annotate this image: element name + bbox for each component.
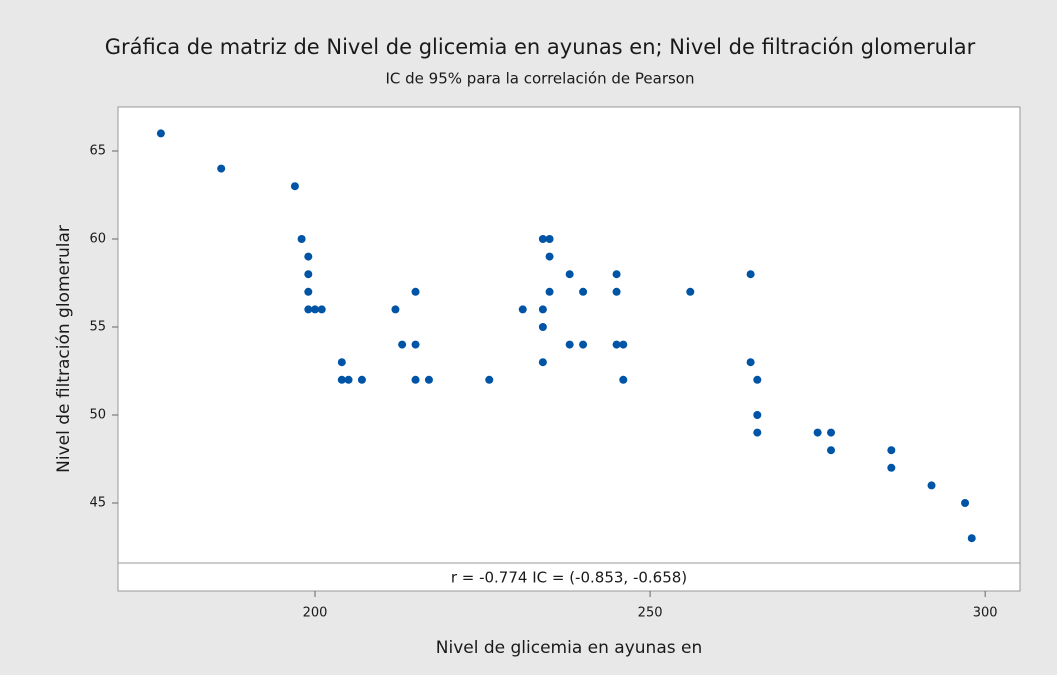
point <box>612 287 621 296</box>
point <box>304 287 313 296</box>
y-tick-label: 55 <box>89 320 106 335</box>
y-tick-label: 45 <box>89 496 106 511</box>
point <box>538 235 547 243</box>
point <box>411 287 420 296</box>
point <box>290 182 299 191</box>
point <box>545 252 554 261</box>
point <box>746 358 755 367</box>
point <box>887 463 896 472</box>
point <box>746 270 755 279</box>
point <box>357 375 366 384</box>
chart-title: Gráfica de matriz de Nivel de glicemia e… <box>105 35 976 59</box>
y-axis-label: Nivel de filtración glomerular <box>54 225 74 473</box>
point <box>753 375 762 384</box>
point <box>753 428 762 437</box>
point <box>612 270 621 279</box>
plot-area <box>117 106 1021 592</box>
point <box>619 375 628 384</box>
point <box>304 270 313 279</box>
point <box>579 287 588 296</box>
point <box>538 323 547 331</box>
point <box>337 358 346 367</box>
point <box>424 375 433 384</box>
point <box>827 446 836 455</box>
point <box>297 235 306 243</box>
point <box>411 340 420 349</box>
point <box>967 534 976 543</box>
y-tick-label: 65 <box>89 144 106 159</box>
point <box>337 375 346 384</box>
point <box>518 305 527 314</box>
point <box>753 411 762 419</box>
point <box>565 340 574 349</box>
point <box>927 481 936 490</box>
point <box>887 446 896 455</box>
point <box>217 164 226 173</box>
point <box>579 340 588 349</box>
x-tick-label: 200 <box>303 606 328 621</box>
point <box>156 129 165 138</box>
point <box>827 428 836 437</box>
annotation: r = -0.774 IC = (-0.853, -0.658) <box>451 569 687 587</box>
point <box>311 305 320 314</box>
y-tick-label: 50 <box>89 408 106 423</box>
point <box>813 428 822 437</box>
point <box>545 235 554 243</box>
point <box>304 252 313 261</box>
point <box>485 375 494 384</box>
point <box>398 340 407 349</box>
y-tick-label: 60 <box>89 232 106 247</box>
point <box>686 287 695 296</box>
point <box>545 287 554 296</box>
point <box>538 305 547 314</box>
chart-subtitle: IC de 95% para la correlación de Pearson <box>386 70 695 88</box>
point <box>538 358 547 367</box>
point <box>304 305 313 314</box>
x-tick-label: 250 <box>638 606 663 621</box>
point <box>391 305 400 314</box>
point <box>565 270 574 279</box>
point <box>961 499 970 507</box>
point <box>619 340 628 349</box>
point <box>411 375 420 384</box>
x-axis-label: Nivel de glicemia en ayunas en <box>436 638 702 658</box>
x-tick-label: 300 <box>973 606 998 621</box>
point <box>344 375 353 384</box>
point <box>317 305 326 314</box>
point <box>612 340 621 349</box>
